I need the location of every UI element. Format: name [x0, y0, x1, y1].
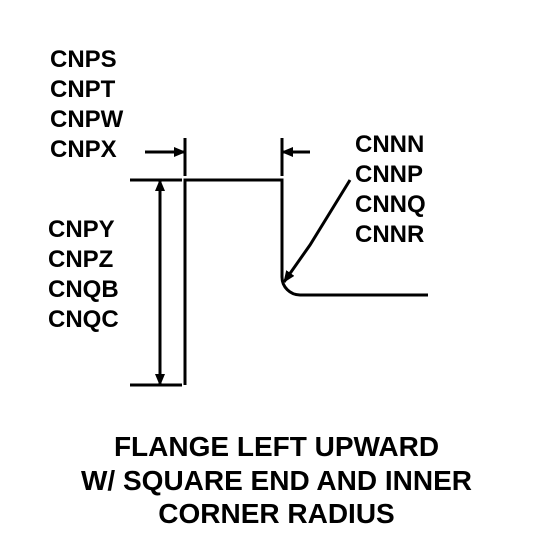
caption-line-2: W/ SQUARE END AND INNER [0, 464, 553, 498]
label-cnpt: CNPT [50, 75, 123, 105]
label-cnnr: CNNR [355, 220, 426, 250]
top-dimension-ticks [185, 138, 282, 176]
label-cnqc: CNQC [48, 305, 119, 335]
right-labels: CNNN CNNP CNNQ CNNR [355, 130, 426, 250]
caption-line-3: CORNER RADIUS [0, 497, 553, 531]
label-cnpw: CNPW [50, 105, 123, 135]
label-cnpx: CNPX [50, 135, 123, 165]
mid-left-labels: CNPY CNPZ CNQB CNQC [48, 215, 119, 335]
top-left-labels: CNPS CNPT CNPW CNPX [50, 45, 123, 165]
label-cnnn: CNNN [355, 130, 426, 160]
label-cnpz: CNPZ [48, 245, 119, 275]
label-cnpy: CNPY [48, 215, 119, 245]
diagram-container: CNPS CNPT CNPW CNPX CNPY CNPZ CNQB CNQC … [0, 0, 553, 546]
label-cnqb: CNQB [48, 275, 119, 305]
corner-radius-callout [284, 180, 350, 282]
label-cnnq: CNNQ [355, 190, 426, 220]
label-cnps: CNPS [50, 45, 123, 75]
label-cnnp: CNNP [355, 160, 426, 190]
caption: FLANGE LEFT UPWARD W/ SQUARE END AND INN… [0, 430, 553, 531]
left-dimension-ticks [130, 180, 182, 385]
caption-line-1: FLANGE LEFT UPWARD [0, 430, 553, 464]
